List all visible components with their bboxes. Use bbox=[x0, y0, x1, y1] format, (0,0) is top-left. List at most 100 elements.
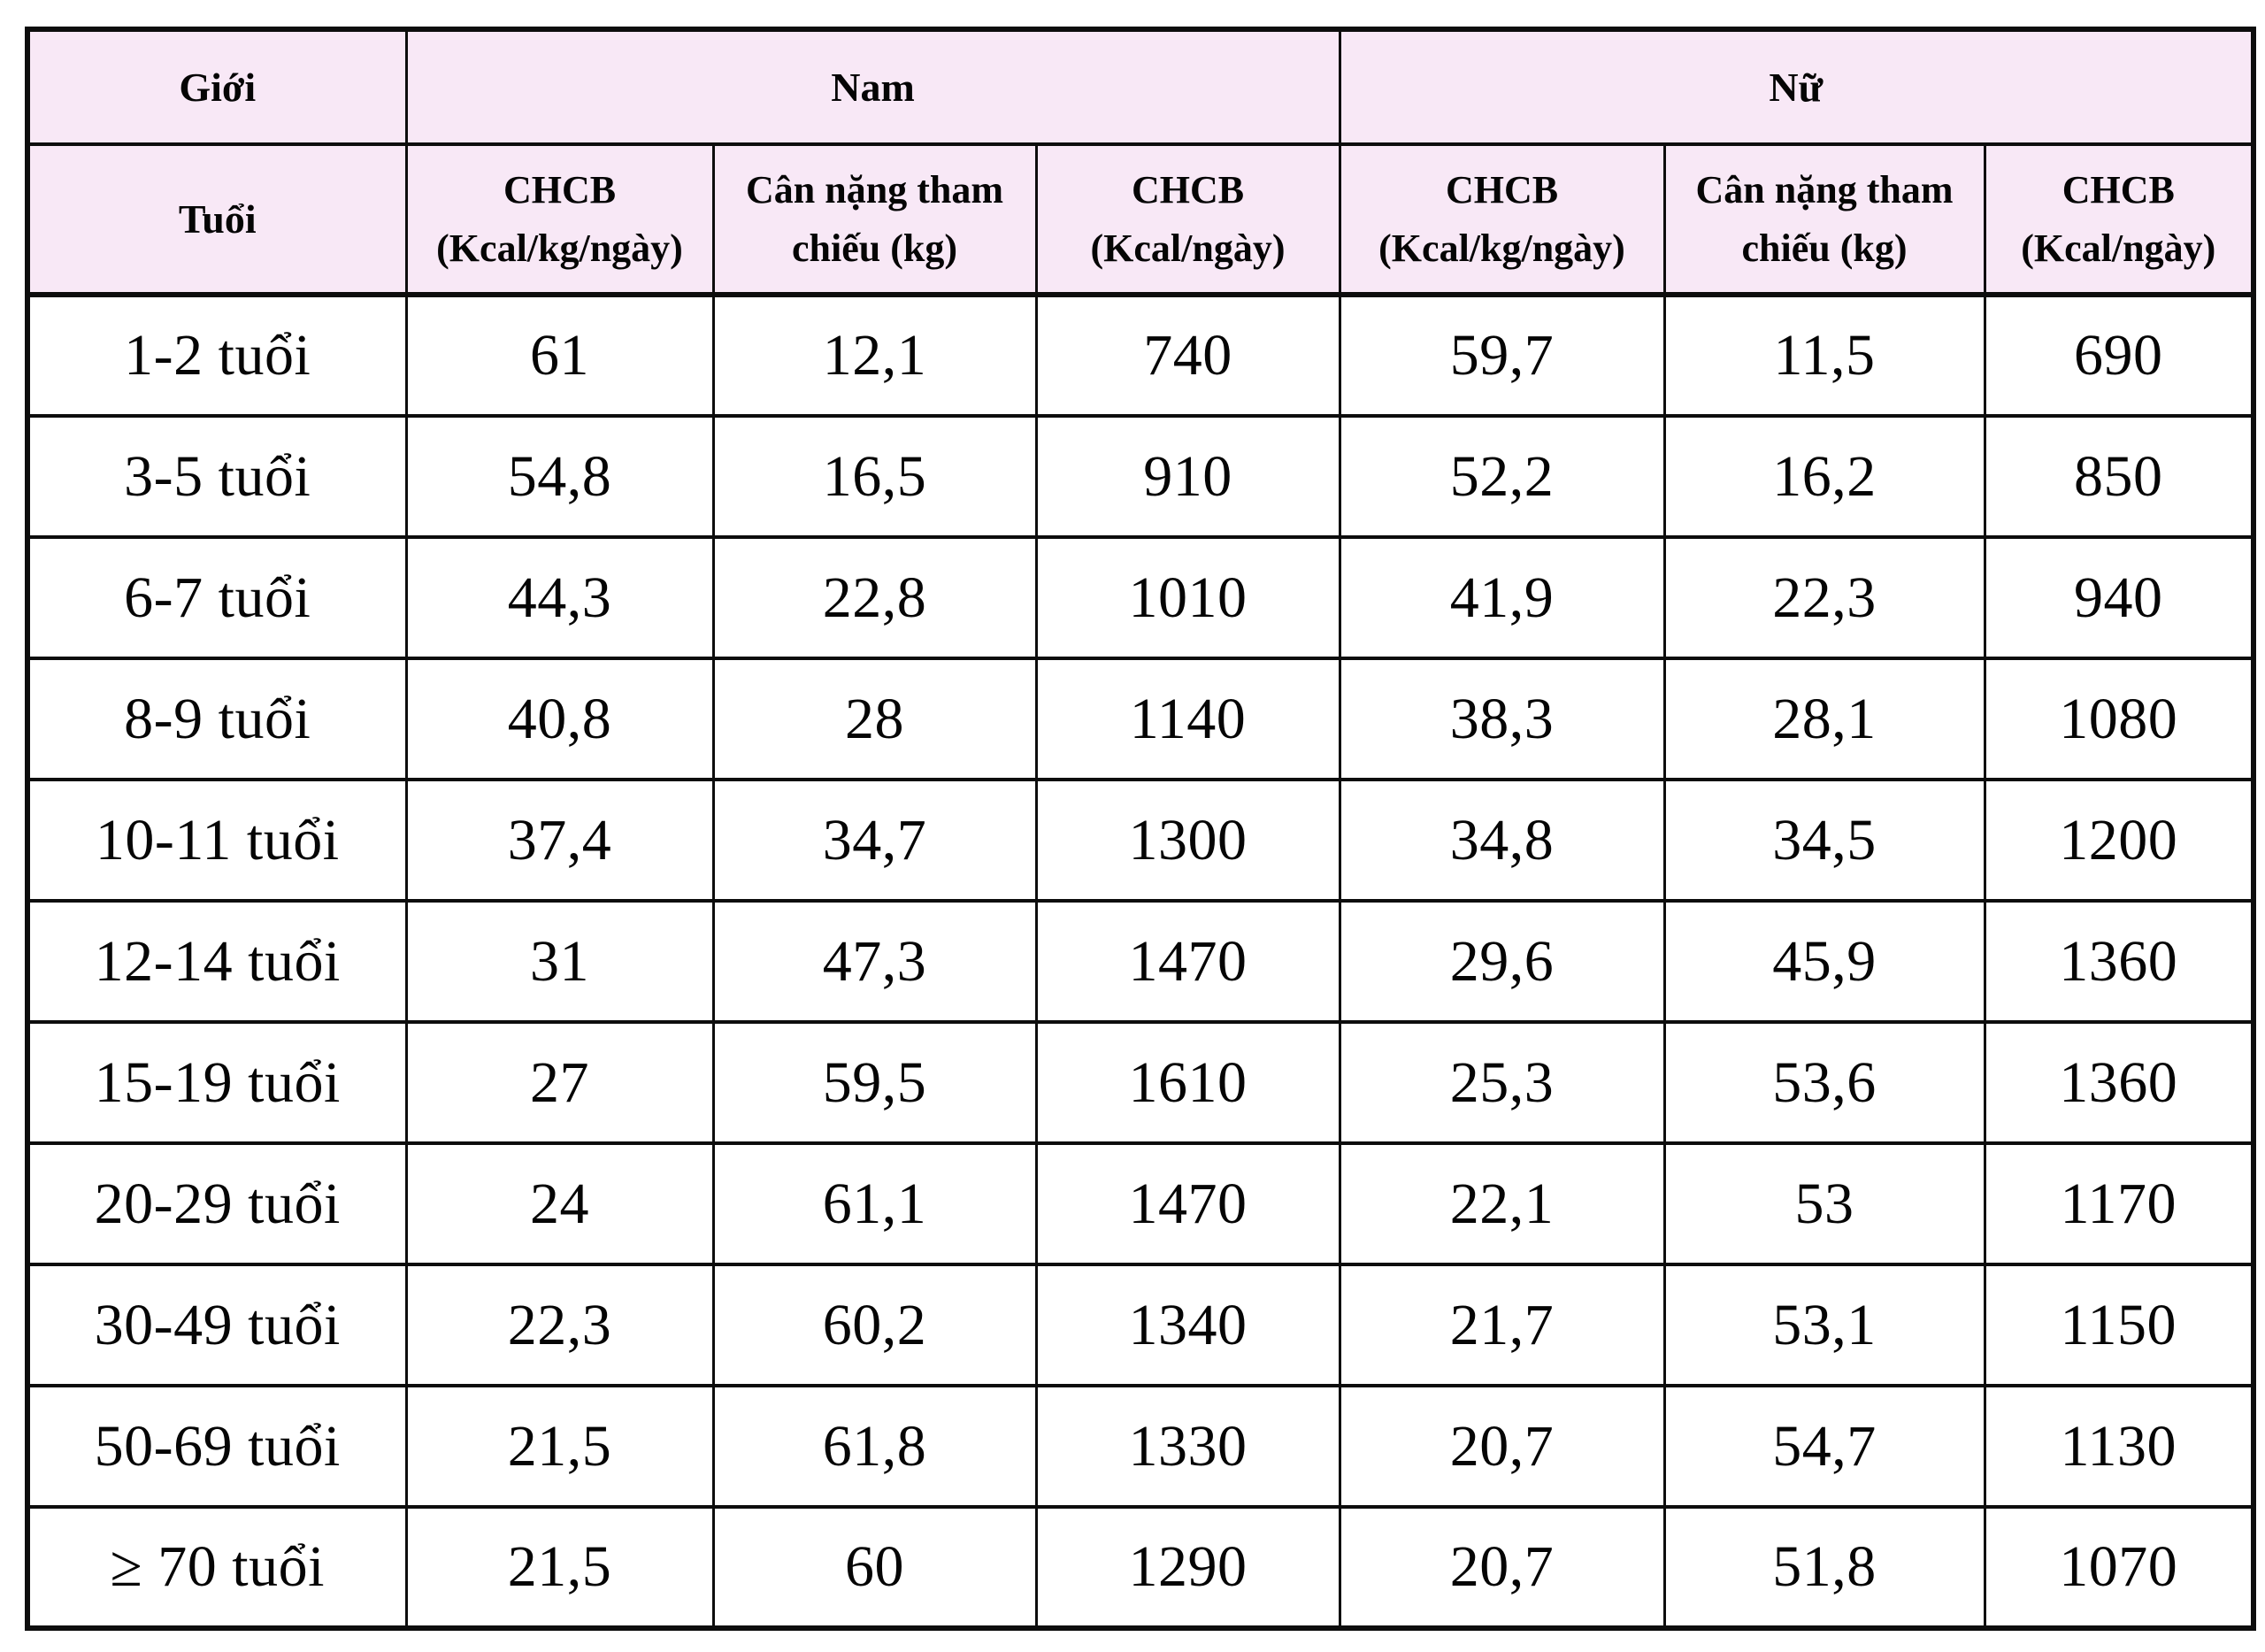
male-chcb-per-kg-cell: 31 bbox=[404, 899, 715, 1024]
male-chcb-per-day-cell: 1010 bbox=[1034, 535, 1341, 660]
male-chcb-per-day-cell: 740 bbox=[1034, 293, 1341, 418]
header-group-row: Giới Nam Nữ bbox=[26, 27, 2255, 146]
female-chcb-per-kg-cell: 29,6 bbox=[1338, 899, 1666, 1024]
age-cell: 10-11 tuổi bbox=[26, 778, 408, 903]
age-cell: 50-69 tuổi bbox=[26, 1384, 408, 1509]
male-chcb-per-kg-cell: 24 bbox=[404, 1141, 715, 1266]
male-chcb-per-kg-cell: 61 bbox=[404, 293, 715, 418]
chcb-reference-table: Giới Nam Nữ Tuổi CHCB (Kcal/kg/ngày) Cân… bbox=[25, 27, 2257, 1631]
female-chcb-per-day-cell: 1130 bbox=[1983, 1384, 2255, 1509]
female-chcb-per-kg-cell: 59,7 bbox=[1338, 293, 1666, 418]
header-male-chcb-per-kg: CHCB (Kcal/kg/ngày) bbox=[404, 142, 715, 297]
male-chcb-per-kg-cell: 37,4 bbox=[404, 778, 715, 903]
header-female-chcb-per-kg: CHCB (Kcal/kg/ngày) bbox=[1338, 142, 1666, 297]
header-male-group: Nam bbox=[404, 27, 1341, 146]
male-chcb-per-kg-cell: 40,8 bbox=[404, 657, 715, 781]
male-chcb-per-kg-cell: 27 bbox=[404, 1020, 715, 1145]
table-row: 6-7 tuổi 44,3 22,8 1010 41,9 22,3 940 bbox=[26, 535, 2255, 660]
male-chcb-per-kg-cell: 54,8 bbox=[404, 414, 715, 539]
male-chcb-per-kg-cell: 21,5 bbox=[404, 1384, 715, 1509]
table-body: 1-2 tuổi 61 12,1 740 59,7 11,5 690 3-5 t… bbox=[26, 293, 2255, 1630]
female-chcb-per-kg-cell: 38,3 bbox=[1338, 657, 1666, 781]
female-chcb-per-day-cell: 1070 bbox=[1983, 1505, 2255, 1630]
female-ref-weight-cell: 28,1 bbox=[1662, 657, 1986, 781]
table-row: 1-2 tuổi 61 12,1 740 59,7 11,5 690 bbox=[26, 293, 2255, 418]
male-chcb-per-day-cell: 1470 bbox=[1034, 899, 1341, 1024]
table-row: 10-11 tuổi 37,4 34,7 1300 34,8 34,5 1200 bbox=[26, 778, 2255, 903]
header-female-ref-weight: Cân nặng tham chiếu (kg) bbox=[1662, 142, 1986, 297]
table-row: 12-14 tuổi 31 47,3 1470 29,6 45,9 1360 bbox=[26, 899, 2255, 1024]
male-chcb-per-kg-cell: 22,3 bbox=[404, 1263, 715, 1387]
female-chcb-per-kg-cell: 34,8 bbox=[1338, 778, 1666, 903]
age-cell: 1-2 tuổi bbox=[26, 293, 408, 418]
age-cell: 6-7 tuổi bbox=[26, 535, 408, 660]
female-chcb-per-day-cell: 1200 bbox=[1983, 778, 2255, 903]
male-ref-weight-cell: 61,8 bbox=[711, 1384, 1038, 1509]
male-ref-weight-cell: 16,5 bbox=[711, 414, 1038, 539]
female-chcb-per-day-cell: 850 bbox=[1983, 414, 2255, 539]
male-chcb-per-day-cell: 1290 bbox=[1034, 1505, 1341, 1630]
header-age-label: Tuổi bbox=[26, 142, 408, 297]
male-ref-weight-cell: 47,3 bbox=[711, 899, 1038, 1024]
female-chcb-per-day-cell: 1080 bbox=[1983, 657, 2255, 781]
table-header: Giới Nam Nữ Tuổi CHCB (Kcal/kg/ngày) Cân… bbox=[26, 27, 2255, 297]
female-ref-weight-cell: 53 bbox=[1662, 1141, 1986, 1266]
age-cell: 20-29 tuổi bbox=[26, 1141, 408, 1266]
male-chcb-per-day-cell: 1330 bbox=[1034, 1384, 1341, 1509]
female-ref-weight-cell: 16,2 bbox=[1662, 414, 1986, 539]
header-male-chcb-per-day: CHCB (Kcal/ngày) bbox=[1034, 142, 1341, 297]
table-row: 50-69 tuổi 21,5 61,8 1330 20,7 54,7 1130 bbox=[26, 1384, 2255, 1509]
male-ref-weight-cell: 22,8 bbox=[711, 535, 1038, 660]
header-female-chcb-per-day: CHCB (Kcal/ngày) bbox=[1983, 142, 2255, 297]
male-ref-weight-cell: 60,2 bbox=[711, 1263, 1038, 1387]
female-ref-weight-cell: 54,7 bbox=[1662, 1384, 1986, 1509]
female-chcb-per-day-cell: 1150 bbox=[1983, 1263, 2255, 1387]
male-chcb-per-day-cell: 1470 bbox=[1034, 1141, 1341, 1266]
female-ref-weight-cell: 45,9 bbox=[1662, 899, 1986, 1024]
male-ref-weight-cell: 59,5 bbox=[711, 1020, 1038, 1145]
header-sub-row: Tuổi CHCB (Kcal/kg/ngày) Cân nặng tham c… bbox=[26, 142, 2255, 297]
male-chcb-per-day-cell: 1610 bbox=[1034, 1020, 1341, 1145]
age-cell: 8-9 tuổi bbox=[26, 657, 408, 781]
female-chcb-per-day-cell: 1360 bbox=[1983, 1020, 2255, 1145]
female-chcb-per-day-cell: 690 bbox=[1983, 293, 2255, 418]
female-ref-weight-cell: 11,5 bbox=[1662, 293, 1986, 418]
male-chcb-per-kg-cell: 44,3 bbox=[404, 535, 715, 660]
table-row: 15-19 tuổi 27 59,5 1610 25,3 53,6 1360 bbox=[26, 1020, 2255, 1145]
age-cell: 15-19 tuổi bbox=[26, 1020, 408, 1145]
male-ref-weight-cell: 60 bbox=[711, 1505, 1038, 1630]
male-chcb-per-day-cell: 1140 bbox=[1034, 657, 1341, 781]
female-chcb-per-kg-cell: 20,7 bbox=[1338, 1505, 1666, 1630]
table-row: ≥ 70 tuổi 21,5 60 1290 20,7 51,8 1070 bbox=[26, 1505, 2255, 1630]
age-cell: 30-49 tuổi bbox=[26, 1263, 408, 1387]
female-chcb-per-kg-cell: 25,3 bbox=[1338, 1020, 1666, 1145]
female-chcb-per-kg-cell: 41,9 bbox=[1338, 535, 1666, 660]
female-chcb-per-kg-cell: 52,2 bbox=[1338, 414, 1666, 539]
female-ref-weight-cell: 53,1 bbox=[1662, 1263, 1986, 1387]
male-ref-weight-cell: 61,1 bbox=[711, 1141, 1038, 1266]
female-chcb-per-day-cell: 940 bbox=[1983, 535, 2255, 660]
header-gender-label: Giới bbox=[26, 27, 408, 146]
female-chcb-per-kg-cell: 22,1 bbox=[1338, 1141, 1666, 1266]
male-chcb-per-day-cell: 910 bbox=[1034, 414, 1341, 539]
table-row: 30-49 tuổi 22,3 60,2 1340 21,7 53,1 1150 bbox=[26, 1263, 2255, 1387]
female-chcb-per-day-cell: 1170 bbox=[1983, 1141, 2255, 1266]
female-chcb-per-kg-cell: 20,7 bbox=[1338, 1384, 1666, 1509]
age-cell: 12-14 tuổi bbox=[26, 899, 408, 1024]
male-ref-weight-cell: 12,1 bbox=[711, 293, 1038, 418]
female-ref-weight-cell: 22,3 bbox=[1662, 535, 1986, 660]
age-cell: 3-5 tuổi bbox=[26, 414, 408, 539]
male-chcb-per-day-cell: 1300 bbox=[1034, 778, 1341, 903]
female-ref-weight-cell: 53,6 bbox=[1662, 1020, 1986, 1145]
female-ref-weight-cell: 34,5 bbox=[1662, 778, 1986, 903]
table-row: 20-29 tuổi 24 61,1 1470 22,1 53 1170 bbox=[26, 1141, 2255, 1266]
female-ref-weight-cell: 51,8 bbox=[1662, 1505, 1986, 1630]
header-female-group: Nữ bbox=[1338, 27, 2255, 146]
age-cell: ≥ 70 tuổi bbox=[26, 1505, 408, 1630]
header-male-ref-weight: Cân nặng tham chiếu (kg) bbox=[711, 142, 1038, 297]
male-chcb-per-day-cell: 1340 bbox=[1034, 1263, 1341, 1387]
female-chcb-per-kg-cell: 21,7 bbox=[1338, 1263, 1666, 1387]
table-row: 3-5 tuổi 54,8 16,5 910 52,2 16,2 850 bbox=[26, 414, 2255, 539]
male-ref-weight-cell: 28 bbox=[711, 657, 1038, 781]
